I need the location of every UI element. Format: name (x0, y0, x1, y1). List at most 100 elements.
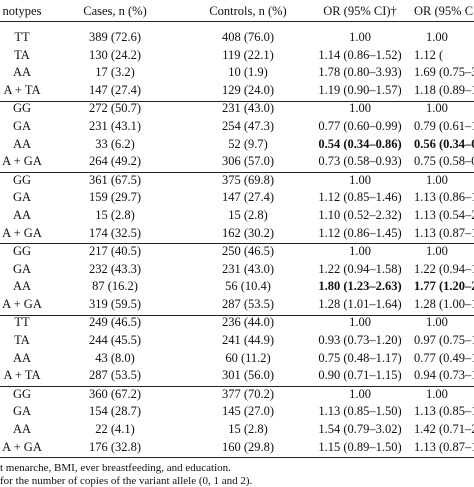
table-cell: 1.00 (349, 386, 371, 401)
table-cell: 1.28 (1.01–1.64) (318, 297, 402, 311)
table-cell: 0.90 (0.71–1.15) (318, 368, 402, 383)
genotype: GA (12, 261, 32, 276)
genotype: A + GA (2, 225, 42, 240)
page: {"table": { "header": ["notypes", "Cases… (0, 4, 474, 487)
table-cell: 22 (4.1) (95, 421, 135, 436)
genotype: A + TA (3, 83, 41, 98)
table-cell: 154 (28.7) (88, 404, 142, 419)
table-cell: 272 (50.7) (88, 101, 142, 116)
table-cell: 1.22 (0.94–1.58) (318, 261, 402, 276)
table-cell: 0.75 (0.58–0 (414, 154, 474, 169)
table-cell: 43 (8.0) (95, 350, 135, 365)
table-cell: 1.00 (349, 101, 371, 116)
table-cell: 287 (53.5) (88, 368, 142, 383)
table-cell: 1.18 (0.89–1 (414, 83, 474, 98)
table-cell: 360 (67.2) (88, 386, 142, 401)
table-cell: 1.00 (426, 386, 448, 401)
table-cell: 1.00 (426, 315, 448, 330)
table-cell: 1.00 (349, 30, 371, 44)
table-cell: 0.97 (0.75–1 (414, 332, 474, 347)
table-cell: 147 (27.4) (221, 190, 275, 205)
table-cell: 145 (27.0) (221, 404, 275, 419)
table-cell: 1.00 (426, 101, 448, 116)
footnote: for the number of copies of the variant … (0, 474, 253, 487)
table-cell: 1.12 (0.86–1.45) (318, 225, 402, 240)
genotype: GG (12, 243, 32, 258)
table-cell: 1.19 (0.90–1.57) (318, 83, 402, 98)
table-cell: 375 (69.8) (221, 172, 275, 187)
table-cell: 1.78 (0.80–3.93) (318, 65, 402, 80)
table-cell: 60 (11.2) (225, 350, 271, 365)
genotype: A + TA (3, 368, 41, 383)
table-cell: 1.15 (0.89–1.50) (318, 439, 402, 454)
genotype: AA (12, 421, 32, 436)
table-cell: 0.94 (0.73–1 (414, 368, 474, 383)
table-cell: 1.13 (0.87–1 (414, 225, 474, 240)
table-cell: 1.13 (0.54–2 (414, 208, 474, 222)
table-cell: 232 (43.3) (88, 261, 142, 276)
column-header: Controls, n (%) (209, 4, 287, 18)
table-cell: 389 (72.6) (88, 30, 142, 44)
genotype: TT (14, 30, 30, 44)
table-cell: 52 (9.7) (228, 136, 268, 151)
genotype: TA (14, 47, 30, 62)
group-rule (0, 100, 474, 102)
table-cell: 249 (46.5) (88, 315, 142, 330)
table-cell: 1.77 (1.20–2 (414, 279, 474, 294)
table-cell: 0.79 (0.61–1 (414, 119, 474, 133)
table-cell: 1.00 (426, 172, 448, 187)
table-cell: 129 (24.0) (221, 83, 275, 98)
table-cell: 301 (56.0) (221, 368, 275, 383)
genotype: AA (12, 65, 32, 80)
table-cell: 159 (29.7) (88, 190, 142, 205)
genotype: A + GA (2, 439, 42, 454)
table-cell: 147 (27.4) (88, 83, 142, 98)
table-cell: 1.00 (426, 30, 448, 44)
table-cell: 130 (24.2) (88, 47, 142, 62)
table-cell: 0.93 (0.73–1.20) (318, 332, 402, 347)
table-cell: 0.56 (0.34–0. (414, 136, 474, 151)
table-cell: 306 (57.0) (221, 154, 275, 169)
table-cell: 0.75 (0.48–1.17) (318, 350, 402, 365)
table-cell: 1.13 (0.85–1.50) (318, 404, 402, 419)
genotype: TA (14, 332, 30, 347)
table-cell: 1.00 (426, 243, 448, 258)
footnote: t menarche, BMI, ever breastfeeding, and… (0, 461, 231, 474)
table-cell: 1.00 (349, 172, 371, 187)
table-cell: 1.13 (0.85–1 (414, 404, 474, 419)
group-rule (0, 314, 474, 316)
table-cell: 15 (2.8) (228, 208, 268, 222)
genotype: GA (12, 190, 32, 205)
genotype: A + GA (2, 297, 42, 311)
table-cell: 15 (2.8) (228, 421, 268, 436)
table-cell: 250 (46.5) (221, 243, 275, 258)
table-cell: 264 (49.2) (88, 154, 142, 169)
table-cell: 1.12 ( (414, 47, 444, 62)
genotype: AA (12, 136, 32, 151)
table-cell: 1.69 (0.75–3 (414, 65, 474, 80)
genotype: GA (12, 404, 32, 419)
column-header: OR (95% CI)† (323, 4, 397, 18)
column-header: Cases, n (%) (83, 4, 147, 18)
table-cell: 33 (6.2) (95, 136, 135, 151)
table-cell: 287 (53.5) (221, 297, 275, 311)
genotype: TT (14, 315, 30, 330)
table-cell: 1.54 (0.79–3.02) (318, 421, 402, 436)
table-cell: 217 (40.5) (88, 243, 142, 258)
table-cell: 87 (16.2) (92, 279, 138, 294)
table-cell: 241 (44.9) (221, 332, 275, 347)
genotype: GA (12, 119, 32, 133)
table-cell: 236 (44.0) (221, 315, 275, 330)
group-rule (0, 243, 474, 245)
table-cell: 119 (22.1) (222, 47, 274, 62)
table-cell: 17 (3.2) (95, 65, 135, 80)
table-cell: 1.28 (1.00–1 (414, 297, 474, 311)
group-rule (0, 386, 474, 387)
table-cell: 174 (32.5) (88, 225, 142, 240)
table-cell: 1.10 (0.52–2.32) (318, 208, 402, 222)
table-cell: 1.00 (349, 243, 371, 258)
genotype: AA (12, 350, 32, 365)
table-cell: 231 (43.0) (221, 101, 275, 116)
table-cell: 10 (1.9) (228, 65, 268, 80)
column-header: notypes (2, 4, 42, 18)
